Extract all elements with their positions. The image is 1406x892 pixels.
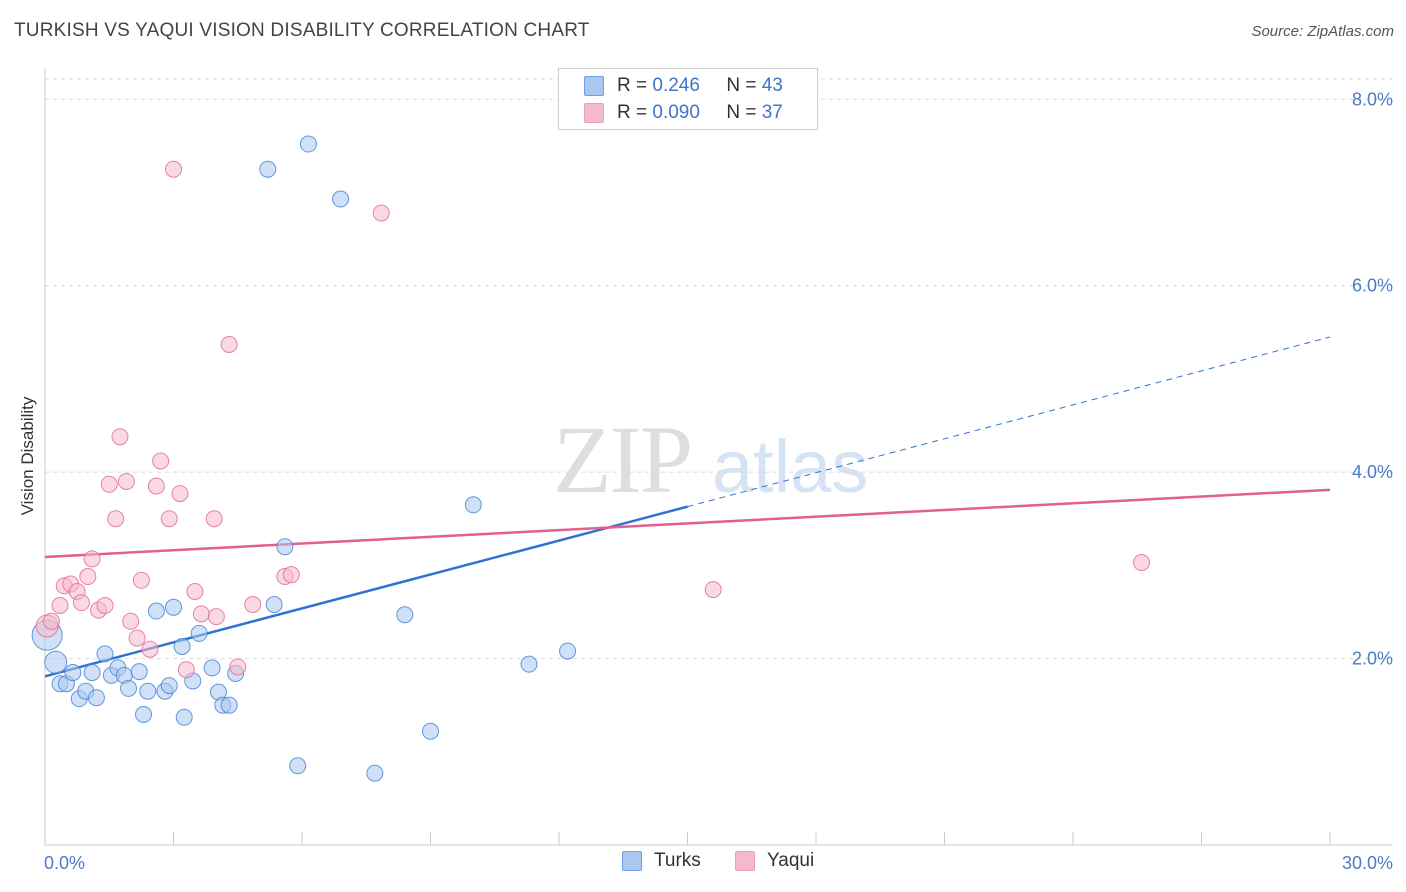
turks-point-19	[160, 677, 178, 695]
turks-point-20	[165, 598, 182, 616]
turks-point-38	[422, 722, 439, 740]
yaqui-trend-line	[44, 488, 1331, 559]
yaqui-point-12	[107, 510, 125, 528]
turks-point-17	[147, 602, 165, 620]
yaqui-n-label: N =	[726, 102, 757, 123]
yaqui-point-36	[1133, 554, 1151, 572]
turks-swatch	[584, 76, 604, 96]
x-tick-label-min: 0.0%	[44, 853, 85, 873]
yaqui-r-label: R =	[617, 102, 648, 123]
turks-point-31	[265, 596, 283, 614]
yaqui-point-16	[128, 629, 146, 647]
turks-point-9	[96, 645, 114, 663]
turks-point-1	[44, 650, 68, 674]
turks-point-32	[276, 538, 294, 556]
turks-point-7	[83, 664, 101, 682]
yaqui-point-17	[132, 571, 150, 589]
yaqui-point-35	[704, 581, 722, 599]
y-tick-label-0: 2.0%	[1352, 649, 1393, 669]
yaqui-point-33	[282, 566, 300, 584]
yaqui-point-22	[165, 160, 182, 178]
turks-trend-line	[44, 505, 688, 678]
yaqui-r-value: 0.090	[652, 102, 700, 123]
yaqui-point-30	[229, 658, 247, 676]
turks-point-33	[289, 757, 307, 775]
legend-yaqui-swatch	[735, 851, 755, 871]
yaqui-point-27	[205, 510, 223, 528]
yaqui-point-11	[100, 475, 118, 493]
yaqui-point-8	[83, 550, 101, 568]
turks-point-14	[130, 663, 148, 681]
watermark-atlas: atlas	[712, 425, 868, 508]
yaqui-point-26	[192, 605, 210, 623]
legend-item-turks: Turks	[622, 850, 701, 872]
yaqui-point-7	[79, 568, 97, 586]
yaqui-point-15	[122, 612, 140, 630]
yaqui-point-24	[177, 661, 195, 679]
data-points	[31, 135, 1151, 782]
yaqui-point-14	[117, 472, 135, 490]
yaqui-point-21	[160, 510, 178, 528]
turks-point-35	[332, 190, 350, 208]
y-tick-label-1: 4.0%	[1352, 462, 1393, 482]
yaqui-point-29	[220, 335, 238, 353]
yaqui-point-23	[171, 485, 189, 503]
legend-item-yaqui: Yaqui	[735, 850, 814, 872]
legend-yaqui-label: Yaqui	[767, 850, 815, 871]
turks-point-15	[135, 706, 153, 723]
turks-point-37	[396, 606, 414, 624]
source-credit: Source: ZipAtlas.com	[1251, 23, 1394, 40]
turks-point-22	[175, 708, 193, 726]
yaqui-point-34	[372, 204, 390, 222]
turks-stats-text: R = 0.246 N = 43	[617, 75, 783, 97]
stats-box: R = 0.246 N = 43 R = 0.090 N = 37	[558, 68, 818, 130]
legend-turks-swatch	[622, 851, 642, 871]
legend-turks-label: Turks	[654, 850, 701, 871]
gridlines	[45, 78, 1392, 660]
yaqui-point-6	[72, 594, 90, 612]
yaqui-point-18	[141, 640, 159, 658]
watermark-zip: ZIP	[553, 406, 691, 513]
turks-trend-extension	[687, 336, 1331, 508]
turks-r-value: 0.246	[652, 75, 700, 96]
turks-n-label: N =	[726, 75, 757, 96]
turks-r-label: R =	[617, 75, 648, 96]
turks-point-4	[64, 664, 82, 682]
yaqui-point-13	[111, 428, 129, 446]
tick-labels: 2.0% 4.0% 6.0% 8.0% 0.0% 30.0%	[44, 89, 1393, 873]
turks-point-34	[299, 135, 317, 153]
turks-point-40	[520, 655, 538, 673]
turks-point-30	[259, 160, 277, 178]
turks-point-39	[464, 496, 482, 514]
turks-point-41	[559, 642, 577, 660]
trend-lines	[44, 336, 1331, 678]
chart-title: TURKISH VS YAQUI VISION DISABILITY CORRE…	[14, 20, 590, 41]
turks-point-16	[139, 682, 157, 700]
x-tick-label-max: 30.0%	[1342, 853, 1393, 873]
yaqui-point-31	[244, 596, 262, 614]
yaqui-point-10	[96, 596, 114, 614]
y-tick-label-3: 8.0%	[1352, 89, 1393, 109]
yaqui-point-28	[207, 608, 225, 626]
yaqui-stats-text: R = 0.090 N = 37	[617, 102, 783, 124]
yaqui-point-1	[42, 612, 60, 630]
y-tick-label-2: 6.0%	[1352, 276, 1393, 296]
yaqui-point-25	[186, 582, 204, 600]
yaqui-swatch	[584, 103, 604, 123]
turks-point-24	[190, 624, 208, 642]
turks-point-28	[220, 696, 238, 714]
yaqui-point-19	[147, 477, 165, 495]
turks-point-36	[366, 764, 384, 782]
turks-point-21	[173, 637, 191, 655]
turks-point-13	[120, 679, 138, 697]
yaqui-point-2	[51, 596, 69, 614]
turks-point-8	[87, 689, 105, 707]
watermark: ZIP atlas	[553, 406, 868, 513]
turks-point-25	[203, 659, 221, 677]
axes	[44, 68, 1392, 846]
yaqui-n-value: 37	[761, 102, 783, 123]
yaqui-point-20	[152, 452, 170, 470]
turks-n-value: 43	[761, 75, 783, 96]
